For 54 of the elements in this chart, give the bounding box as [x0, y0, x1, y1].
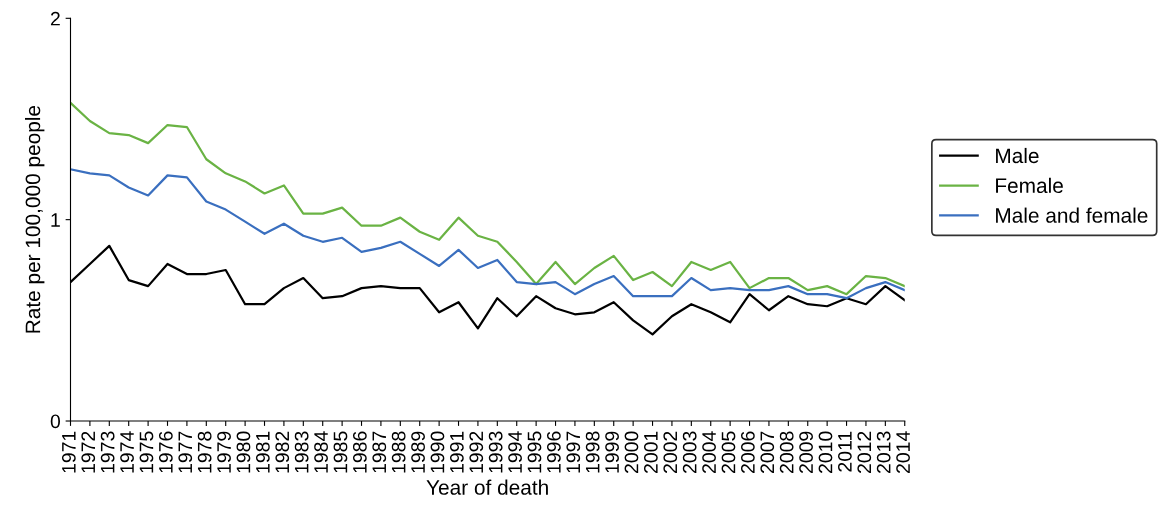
x-tick-label: 1990: [430, 431, 445, 473]
x-tick-label: 1992: [469, 431, 484, 473]
y-tick-label: 1: [51, 213, 60, 227]
x-tick-label: 2010: [818, 431, 833, 474]
x-tick-label: 1979: [217, 431, 231, 473]
y-axis-title: Rate per 100,000 people: [24, 105, 45, 333]
legend-label: Male and female: [996, 207, 1148, 223]
x-tick-label: 1985: [333, 431, 348, 473]
line-series: [70, 168, 905, 300]
x-tick-label: 1971: [61, 431, 76, 473]
x-tick-label: 2003: [682, 431, 697, 474]
x-axis-title: Year of death: [426, 479, 548, 495]
x-tick-label: 2013: [876, 431, 891, 474]
x-tick-label: 1987: [372, 431, 387, 473]
x-tick-label: 2004: [702, 431, 716, 474]
x-tick-label: 1997: [566, 431, 581, 473]
x-tick-label: 1983: [294, 431, 309, 473]
x-tick-label: 2006: [740, 431, 755, 474]
x-tick-label: 1986: [352, 431, 367, 473]
x-tick-label: 2002: [663, 431, 678, 474]
x-tick-label: 1999: [605, 431, 619, 473]
x-tick-label: 1973: [100, 431, 115, 473]
x-tick-label: 1988: [391, 431, 406, 473]
x-tick-label: 1995: [527, 431, 542, 473]
x-tick-label: 2009: [799, 431, 813, 474]
y-tick-label: 0: [50, 414, 61, 429]
x-tick-label: 1991: [449, 431, 464, 473]
x-tick-label: 2012: [857, 431, 872, 474]
x-tick-label: 2014: [896, 431, 910, 474]
x-tick-label: 1989: [411, 431, 425, 473]
x-tick-label: 1976: [158, 431, 173, 473]
x-tick-label: 1994: [508, 431, 522, 473]
x-tick-label: 1975: [139, 431, 154, 473]
line-series: [70, 101, 905, 296]
x-tick-label: 2001: [643, 431, 658, 474]
x-tick-label: 1993: [488, 431, 503, 473]
y-tick-label: 2: [50, 11, 60, 26]
x-tick-label: 1982: [275, 431, 290, 473]
x-tick-label: 2011: [838, 431, 852, 472]
x-tick-label: 1996: [546, 431, 561, 473]
x-tick-label: 1980: [236, 431, 251, 473]
x-tick-label: 2000: [624, 431, 639, 474]
x-tick-label: 1977: [178, 431, 193, 473]
x-tick-label: 2005: [721, 431, 736, 474]
x-tick-label: 1972: [81, 431, 96, 473]
x-tick-label: 1984: [314, 431, 328, 473]
legend-label: Male: [996, 147, 1039, 164]
x-tick-label: 1981: [255, 431, 270, 473]
x-tick-label: 1974: [120, 431, 134, 473]
x-tick-label: 2008: [779, 431, 794, 474]
x-tick-label: 1978: [197, 431, 212, 473]
x-tick-label: 1998: [585, 431, 600, 473]
x-tick-label: 2007: [760, 431, 775, 474]
legend-label: Female: [996, 177, 1063, 194]
